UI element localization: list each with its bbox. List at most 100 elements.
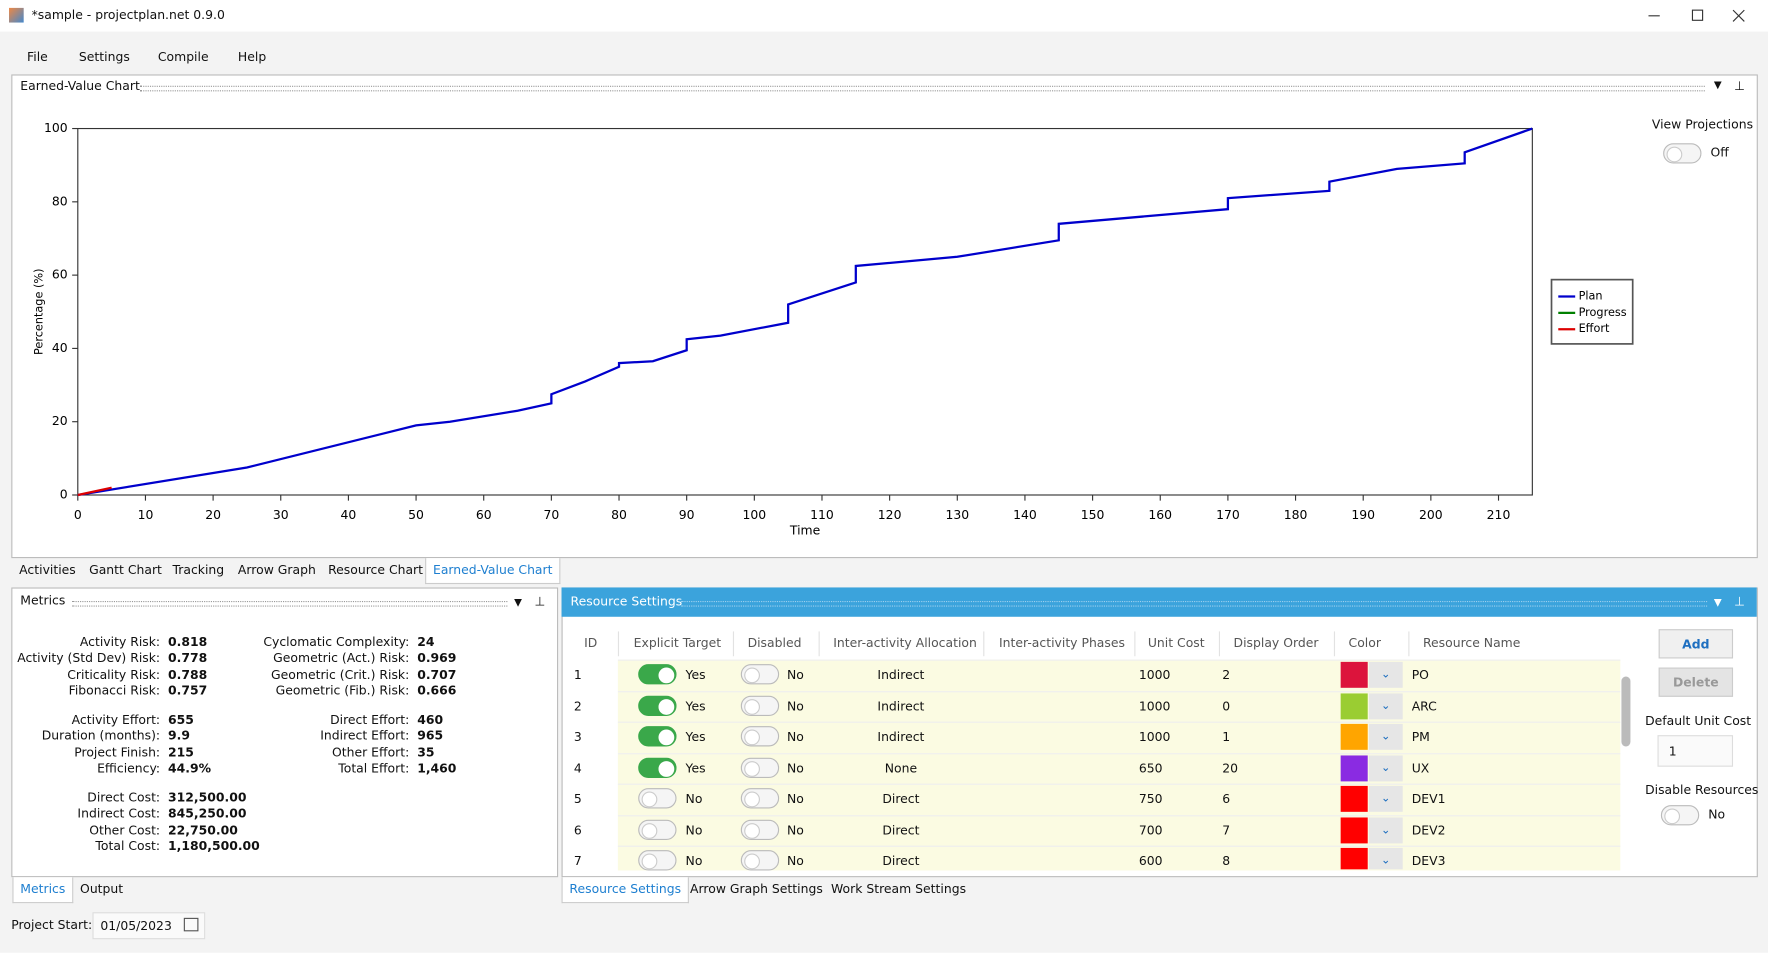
- toggle-label: Yes: [685, 760, 706, 776]
- calendar-icon[interactable]: [183, 917, 199, 932]
- legend-label: Progress: [1579, 306, 1627, 319]
- color-swatch[interactable]: [1340, 816, 1368, 843]
- chart: 0 20 40 60 80 100 0 10 20 30 40 50 60 70 80 90 100 110 120…: [32, 120, 1634, 538]
- metric-value: 655: [168, 712, 194, 728]
- toggle-label: No: [787, 822, 804, 838]
- pin-button[interactable]: ⊥: [534, 594, 546, 609]
- toggle[interactable]: [638, 757, 677, 778]
- y-axis-label: Percentage (%): [32, 269, 45, 355]
- color-dropdown[interactable]: ⌄: [1368, 754, 1403, 781]
- row-bg: [617, 845, 1621, 871]
- menu-item[interactable]: Help: [237, 49, 267, 65]
- view-projections-toggle[interactable]: [1663, 143, 1702, 164]
- metric-value: 35: [417, 744, 435, 760]
- tab[interactable]: Resource Settings: [561, 877, 690, 904]
- menu-item[interactable]: Compile: [157, 49, 209, 65]
- legend-label: Effort: [1579, 322, 1610, 335]
- color-swatch[interactable]: [1340, 754, 1368, 781]
- metric-label: Geometric (Act.) Risk:: [273, 650, 410, 666]
- color-swatch[interactable]: [1340, 692, 1368, 719]
- toggle[interactable]: [638, 726, 677, 747]
- tab[interactable]: Output: [80, 881, 124, 897]
- display-order-cell: 7: [1222, 822, 1231, 838]
- tab[interactable]: Resource Chart: [328, 562, 424, 578]
- metric-value: 44.9%: [168, 760, 212, 776]
- panel-menu[interactable]: ▼: [514, 597, 522, 609]
- toggle[interactable]: [740, 788, 780, 809]
- toggle[interactable]: [638, 664, 677, 685]
- column-header: Disabled: [747, 635, 802, 651]
- metric-value: 0.757: [168, 683, 208, 698]
- menu-item[interactable]: Settings: [78, 49, 130, 65]
- allocation-cell[interactable]: Indirect: [877, 698, 925, 714]
- metric-value: 22,750.00: [168, 822, 238, 838]
- unit-cost-cell: 700: [1138, 822, 1163, 838]
- pin-button[interactable]: ⊥: [1734, 594, 1745, 609]
- tab[interactable]: Tracking: [172, 562, 225, 578]
- color-dropdown[interactable]: ⌄: [1368, 847, 1403, 870]
- window-controls[interactable]: [1635, 0, 1768, 32]
- tab[interactable]: Activities: [19, 562, 76, 578]
- toggle-label: No: [787, 729, 804, 745]
- id-cell: 6: [573, 822, 582, 838]
- tab[interactable]: Arrow Graph Settings: [690, 881, 823, 897]
- toggle[interactable]: [740, 757, 780, 778]
- row-bg: [617, 814, 1621, 847]
- tab[interactable]: Arrow Graph: [237, 562, 316, 578]
- delete-button[interactable]: Delete: [1658, 667, 1734, 697]
- display-order-cell: 8: [1222, 853, 1231, 869]
- allocation-cell[interactable]: None: [884, 760, 918, 776]
- metric-value: 460: [417, 712, 444, 728]
- column-header: Resource Name: [1422, 635, 1521, 651]
- disable-resources-toggle[interactable]: [1660, 805, 1700, 826]
- color-swatch[interactable]: [1340, 723, 1368, 750]
- color-dropdown[interactable]: ⌄: [1368, 723, 1403, 750]
- toggle[interactable]: [740, 819, 780, 840]
- toggle[interactable]: [638, 850, 677, 871]
- toggle[interactable]: [638, 819, 677, 840]
- tab[interactable]: Gantt Chart: [89, 562, 162, 578]
- panel-header: [561, 587, 1757, 617]
- column-header: Unit Cost: [1147, 635, 1205, 651]
- default-unit-cost-input[interactable]: 1: [1657, 735, 1734, 767]
- x-tick-label: 70: [543, 507, 559, 522]
- x-tick-label: 180: [1284, 507, 1308, 522]
- toggle[interactable]: [740, 726, 780, 747]
- color-dropdown[interactable]: ⌄: [1368, 785, 1403, 812]
- allocation-cell[interactable]: Indirect: [877, 729, 925, 745]
- default-unit-cost-label: Default Unit Cost: [1645, 713, 1752, 729]
- color-dropdown[interactable]: ⌄: [1368, 661, 1403, 688]
- color-dropdown[interactable]: ⌄: [1368, 692, 1403, 719]
- toggle[interactable]: [638, 695, 677, 716]
- color-dropdown[interactable]: ⌄: [1368, 816, 1403, 843]
- allocation-cell[interactable]: Direct: [882, 822, 920, 838]
- id-cell: 7: [573, 853, 582, 869]
- metric-label: Indirect Effort:: [320, 728, 410, 744]
- color-swatch[interactable]: [1340, 785, 1368, 812]
- metric-value: 0.707: [417, 667, 457, 682]
- tab[interactable]: Work Stream Settings: [831, 881, 967, 897]
- toggle-label: Yes: [685, 698, 706, 714]
- tab[interactable]: Metrics: [12, 877, 74, 904]
- v-scrollbar[interactable]: [1621, 676, 1631, 747]
- color-swatch[interactable]: [1340, 661, 1368, 688]
- x-tick-label: 10: [138, 507, 154, 522]
- toggle[interactable]: [740, 850, 780, 871]
- add-button[interactable]: Add: [1658, 629, 1734, 659]
- allocation-cell[interactable]: Direct: [882, 853, 920, 869]
- allocation-cell[interactable]: Indirect: [877, 667, 925, 683]
- menu-item[interactable]: File: [27, 49, 48, 65]
- pin-button[interactable]: ⊥: [1734, 78, 1745, 94]
- panel-menu[interactable]: ▼: [1713, 597, 1722, 609]
- toggle[interactable]: [638, 788, 677, 809]
- unit-cost-cell: 1000: [1138, 667, 1171, 683]
- toggle[interactable]: [740, 664, 780, 685]
- panel-menu[interactable]: ▼: [1713, 80, 1722, 92]
- toggle[interactable]: [740, 695, 780, 716]
- allocation-cell[interactable]: Direct: [882, 791, 920, 807]
- project-start-input[interactable]: 01/05/2023: [92, 912, 206, 940]
- view-projections-label: View Projections: [1651, 117, 1754, 132]
- tab[interactable]: Earned-Value Chart: [425, 558, 561, 585]
- color-swatch[interactable]: [1340, 847, 1368, 870]
